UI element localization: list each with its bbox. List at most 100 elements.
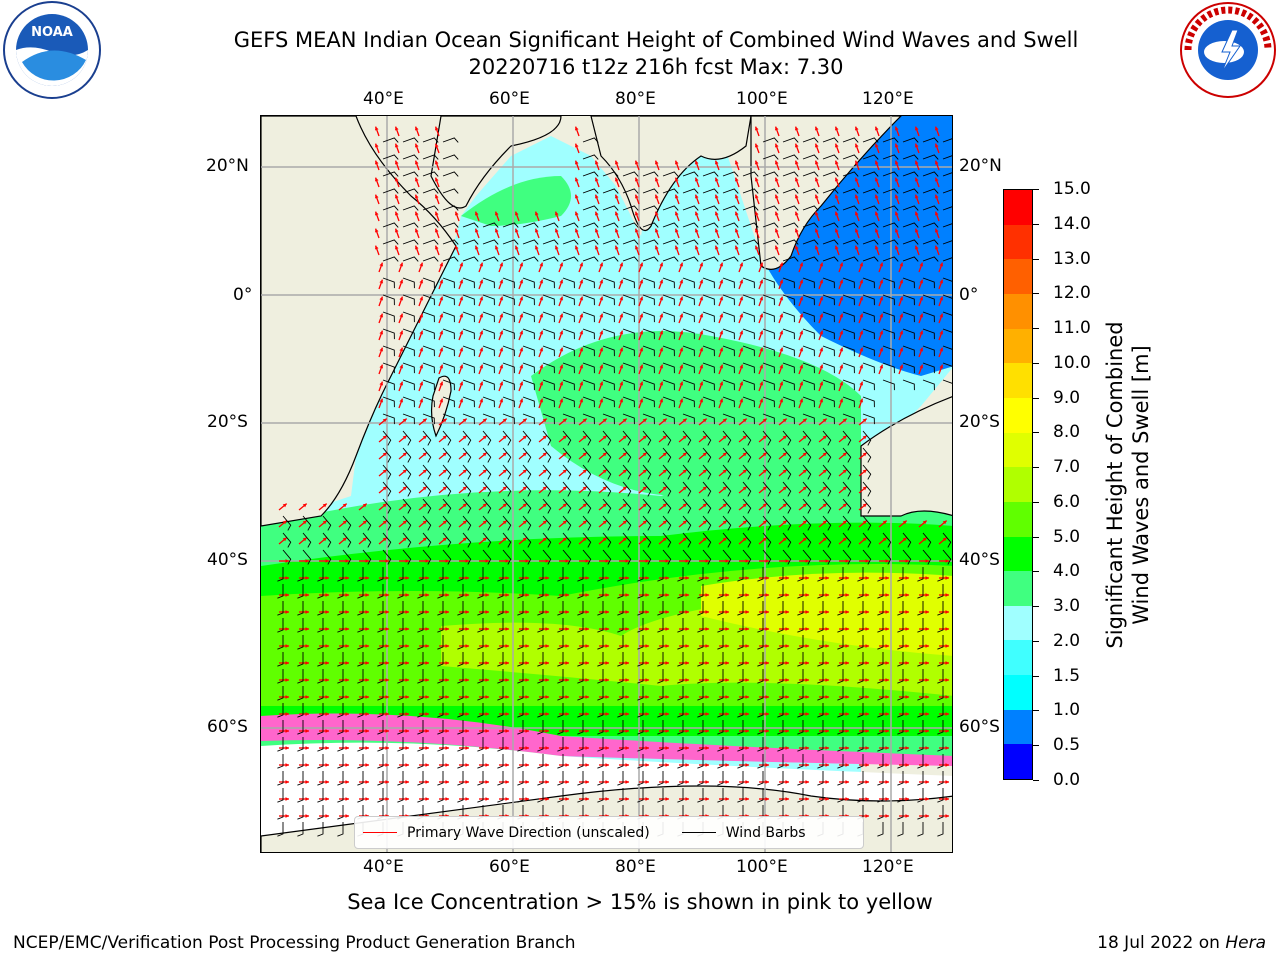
wind-barb [382,137,399,143]
wave-arrow-head [545,695,549,699]
wave-arrow-head [665,593,669,597]
wind-barb [462,328,475,340]
wind-barb [442,396,455,408]
wave-arrow-head [685,729,689,733]
wind-barb [882,222,899,228]
wind-barb [937,788,944,803]
wind-barb [922,549,932,565]
wave-arrow-head [719,381,724,386]
wind-barb [942,345,952,350]
wind-barb [657,754,664,769]
wave-arrow-head [925,712,929,716]
wave-arrow-head [585,559,589,563]
wind-barb [817,652,824,667]
wave-arrow-head [625,797,629,801]
wind-barb [597,652,604,667]
wave-arrow-head [765,610,769,614]
wind-barb [622,311,635,323]
colorbar-segment [1004,640,1032,676]
wave-arrow-head [654,245,659,250]
wind-barb [277,771,284,786]
wind-barb [317,822,324,837]
wave-arrow-head [774,160,779,165]
wave-arrow-head [685,576,689,580]
wind-barb [382,171,399,177]
wind-barb [337,788,344,803]
wave-arrow-head [485,763,489,767]
wind-barb [602,498,612,514]
wave-arrow-head [939,262,944,267]
wave-arrow-head [885,661,889,665]
wave-arrow-head [945,763,949,767]
wind-barb [722,464,732,480]
wave-arrow-head [619,296,624,301]
wind-barb [597,703,604,718]
wind-barb [622,498,632,514]
wave-arrow-head [699,296,704,301]
wind-barb [897,652,904,667]
wave-arrow-head [842,452,847,457]
wind-barb [862,188,879,194]
wind-barb [862,464,872,480]
wind-barb [502,413,515,425]
wind-barb [762,154,779,160]
wind-barb [782,205,799,211]
wind-barb [557,584,564,599]
wind-barb [277,822,284,837]
wave-arrow-head [945,695,949,699]
wave-arrow-head [634,177,639,182]
wind-barb [897,754,904,769]
wind-barb [862,328,875,340]
map-panel[interactable] [260,115,953,853]
wind-barb [582,205,599,211]
wind-barb [742,188,759,194]
wave-arrow-head [822,418,827,423]
wave-arrow-head [814,228,819,233]
wave-arrow-head [822,537,827,542]
wind-barb [817,601,824,616]
wave-arrow-head [539,364,544,369]
wind-barb [322,515,332,531]
wind-barb [617,737,624,752]
colorbar-tick [1033,606,1039,608]
wind-barb [702,430,712,446]
wind-barb [377,601,384,616]
wave-arrow-head [754,245,759,250]
wave-arrow-head [585,610,589,614]
wind-barb [462,362,475,374]
wind-barb [417,601,424,616]
colorbar-tick-label: 11.0 [1053,318,1091,339]
wave-arrow-head [862,469,867,474]
wave-arrow-head [822,469,827,474]
wind-barb [777,584,784,599]
wave-arrow-head [945,644,949,648]
colorbar-tick [1033,780,1039,781]
wave-arrow-head [819,381,824,386]
wind-barb [717,788,724,803]
wind-barb [642,277,655,289]
wind-barb [897,686,904,701]
wind-barb [922,311,935,323]
wave-arrow-head [762,418,767,423]
wave-arrow-head [459,347,464,352]
wind-barb [582,188,599,194]
wave-arrow-head [682,452,687,457]
wind-barb [802,345,815,357]
wind-barb [397,669,404,684]
wind-barb [882,171,899,177]
wind-barb [417,635,424,650]
wind-barb [297,703,304,718]
wave-arrow-head [754,194,759,199]
wave-arrow-head [679,296,684,301]
wind-barb [297,686,304,701]
wind-barb [402,362,415,374]
wind-barb [862,362,875,374]
wind-barb [882,345,895,357]
wind-barb [702,345,715,357]
wind-barb [822,137,839,143]
wave-arrow-head [442,435,447,440]
wind-barb [622,171,639,177]
wind-barb [837,720,844,735]
wave-arrow-head [602,452,607,457]
wave-arrow-head [505,729,509,733]
